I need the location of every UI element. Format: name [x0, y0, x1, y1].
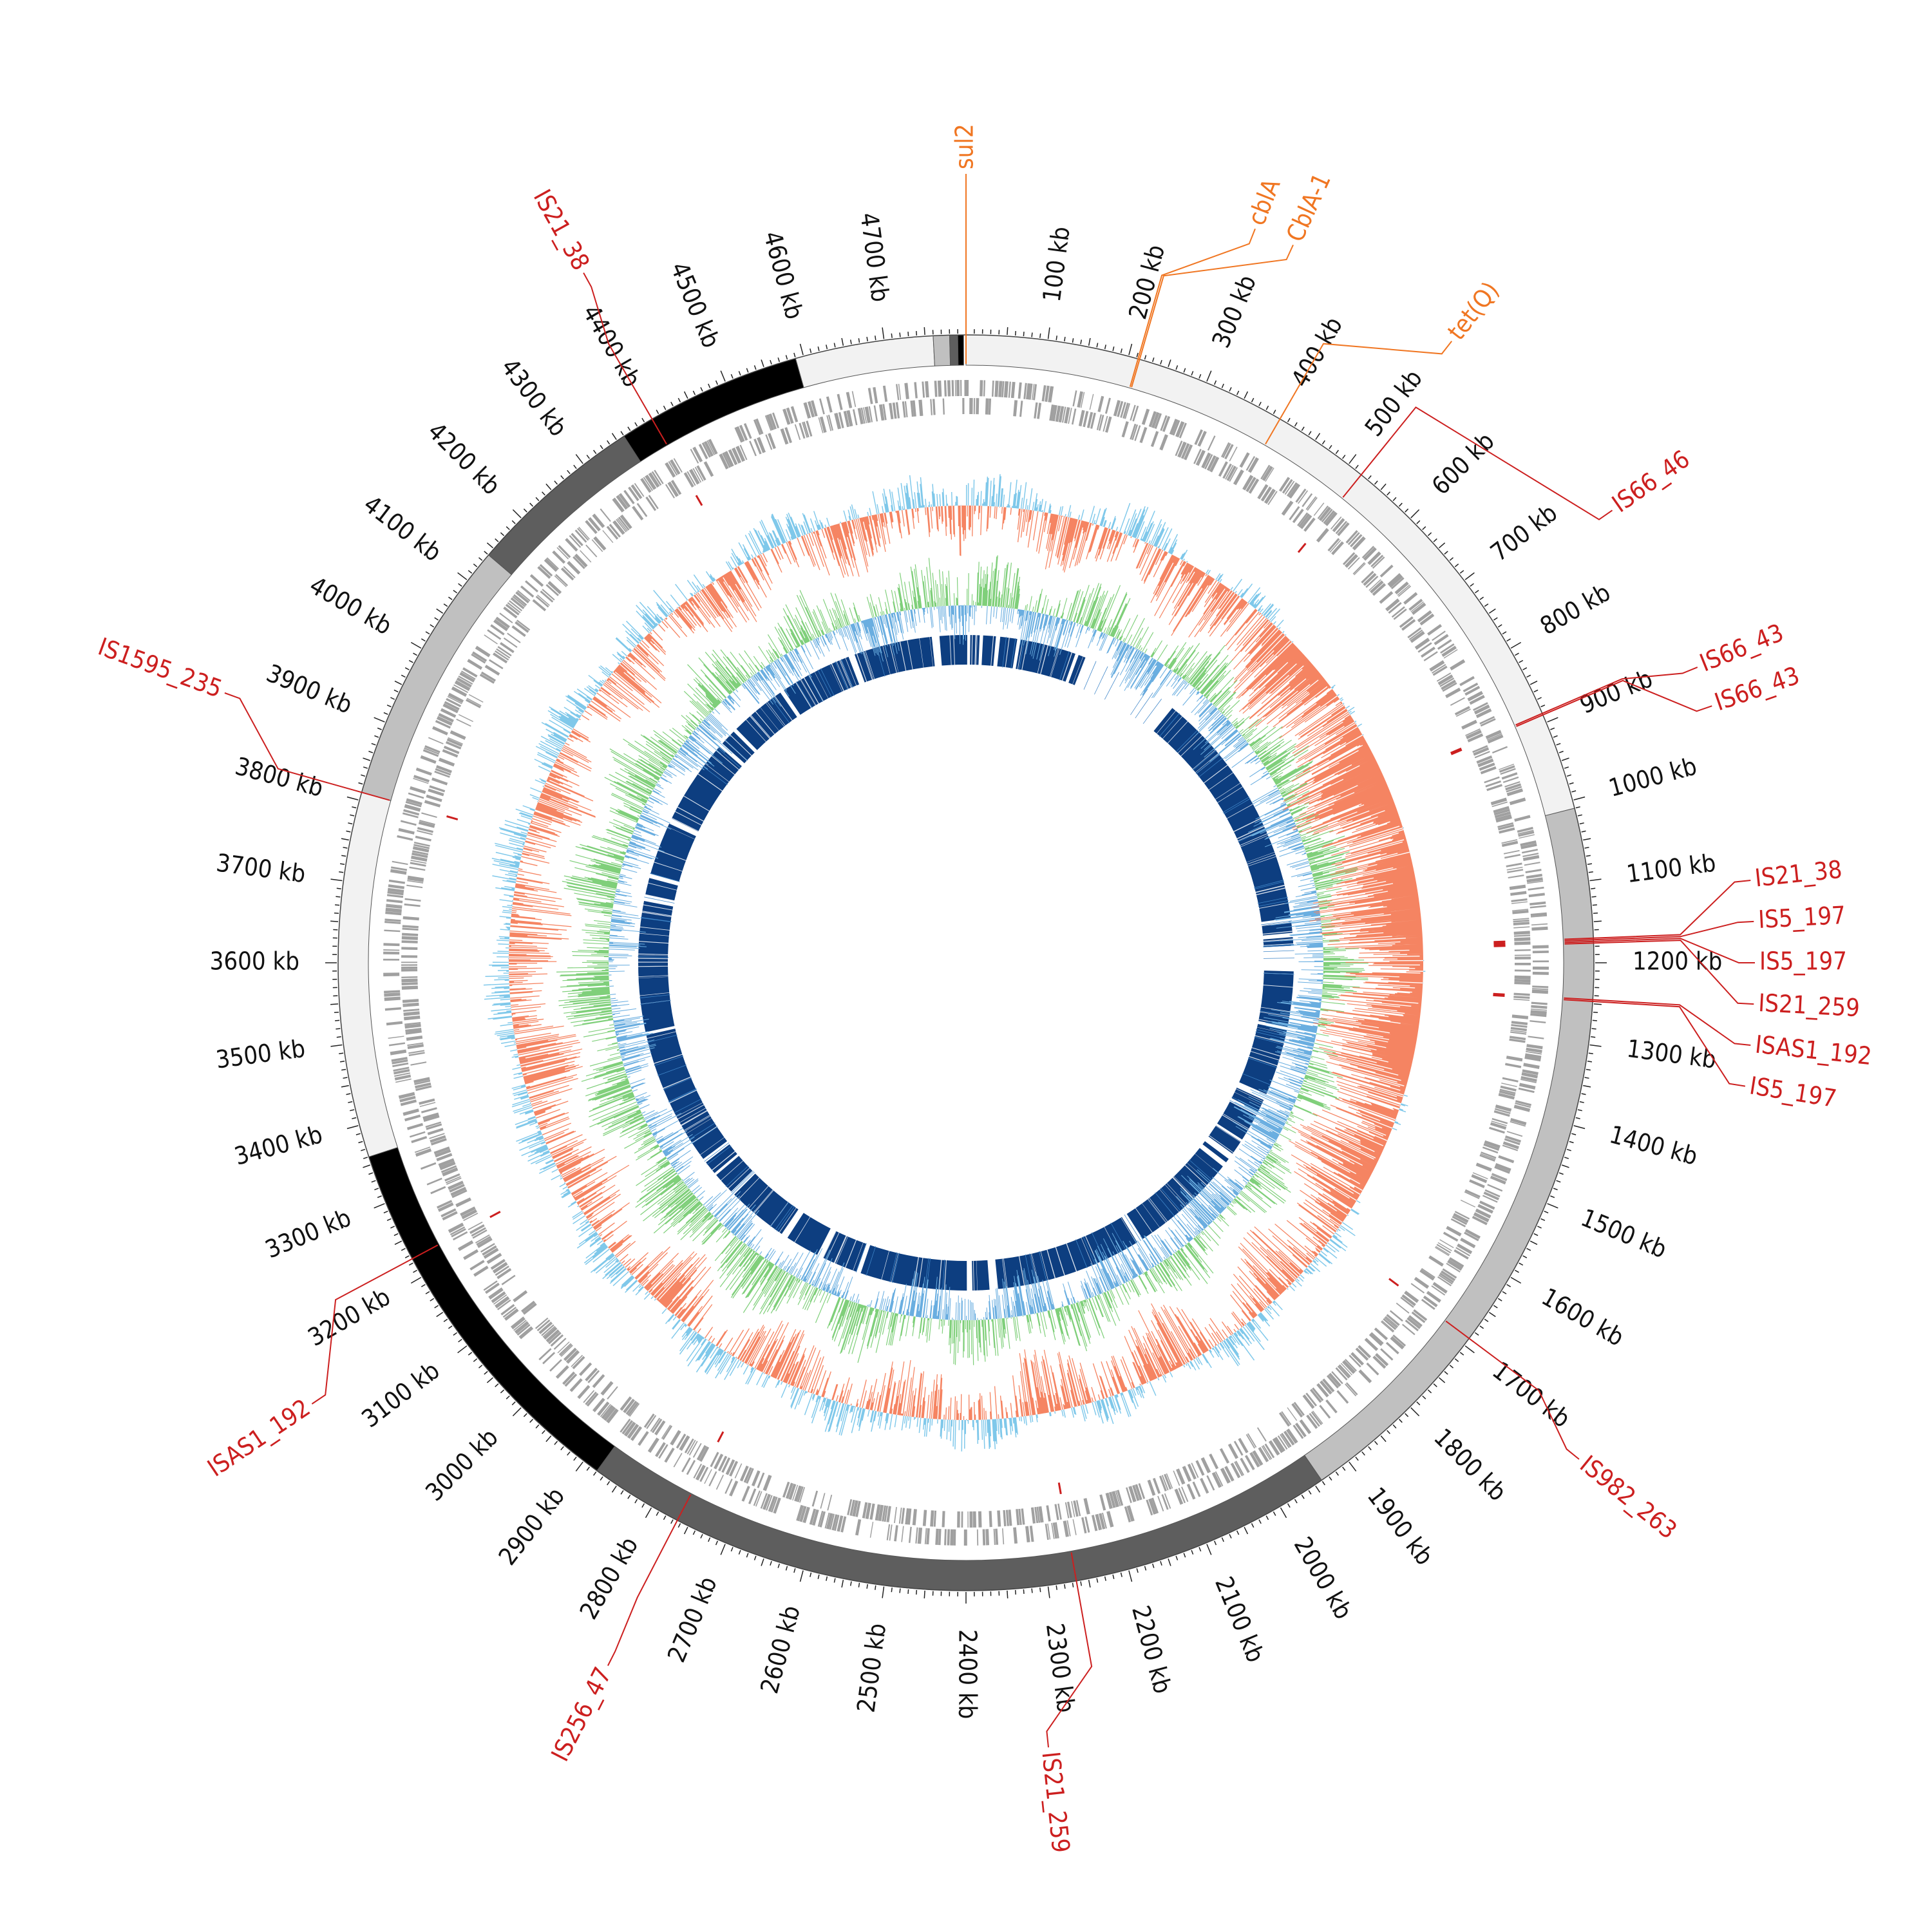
tick-label: 4100 kb: [358, 490, 446, 567]
tick-label: 2300 kb: [1041, 1622, 1081, 1714]
cds-track: [383, 379, 1549, 1546]
resistance-gene-label: cblA: [1242, 175, 1286, 229]
annotation-leader-line: [1564, 938, 1755, 963]
tick-label: 500 kb: [1359, 365, 1428, 442]
tick-label: 100 kb: [1037, 225, 1075, 303]
annotation-leader-line: [1046, 1552, 1093, 1748]
is-element-label: IS5_197: [1759, 947, 1847, 976]
tick-label: 4400 kb: [577, 300, 647, 392]
tick-label: 800 kb: [1535, 578, 1615, 640]
annotation-leader-line: [1516, 679, 1712, 727]
tick-label: 3000 kb: [420, 1423, 504, 1507]
tick-label: 3500 kb: [214, 1034, 307, 1074]
tick-label: 1800 kb: [1428, 1423, 1512, 1507]
is-element-label: IS21_38: [528, 185, 595, 275]
tick-label: 2500 kb: [851, 1622, 891, 1714]
tick-label: 900 kb: [1576, 664, 1656, 719]
contig-segment: [957, 334, 964, 366]
annotation-leader-line: [1564, 999, 1746, 1087]
tick-label: 4500 kb: [665, 258, 726, 352]
tick-label: 1600 kb: [1537, 1282, 1629, 1352]
is-element-label: IS982_263: [1575, 1450, 1682, 1544]
tick-label: 1300 kb: [1625, 1034, 1718, 1074]
tick-label: 2000 kb: [1289, 1532, 1358, 1624]
homology-ring: [637, 632, 1297, 1294]
tick-label: 2800 kb: [574, 1532, 644, 1624]
is-element-label: IS21_38: [1754, 855, 1844, 893]
tick-label: 3700 kb: [214, 848, 307, 888]
annotation-leader-line: [1564, 880, 1751, 940]
annotation-leader-line: [224, 692, 390, 801]
tick-label: 4700 kb: [855, 211, 895, 304]
annotation-leader-line: [1564, 920, 1754, 942]
tick-label: 3600 kb: [210, 947, 299, 976]
annotation-leader-line: [1564, 940, 1754, 1005]
tick-label: 2700 kb: [662, 1573, 723, 1667]
tick-label: 300 kb: [1206, 271, 1262, 352]
tick-label: 3900 kb: [263, 659, 357, 719]
is-element-label: IS21_259: [1757, 989, 1861, 1022]
is-element-label: IS1595_235: [95, 632, 226, 703]
annotation-leader-line: [1342, 406, 1613, 520]
tick-label: 1000 kb: [1605, 752, 1700, 802]
tick-label: 1100 kb: [1625, 848, 1718, 888]
is-element-label: IS66_46: [1607, 444, 1695, 518]
tick-label: 4000 kb: [305, 571, 397, 641]
tick-label: 3400 kb: [231, 1120, 325, 1171]
tick-label: 1700 kb: [1487, 1356, 1575, 1434]
annotation-leader-line: [1515, 667, 1698, 726]
annotation-leader-line: [607, 1494, 692, 1666]
contig-segment: [933, 334, 951, 366]
is-element-label: IS5_197: [1748, 1072, 1839, 1113]
annotation-leader-line: [583, 272, 667, 445]
tick-label: 3300 kb: [261, 1203, 355, 1264]
tick-label: 3100 kb: [356, 1356, 444, 1434]
gc-skew-positive: [556, 555, 1368, 1365]
resistance-gene-label: CblA-1: [1281, 169, 1336, 246]
annotation-leader-line: [1265, 341, 1452, 445]
tick-label: 700 kb: [1485, 498, 1562, 567]
annotation-leader-line: [1129, 228, 1256, 387]
tick-label: 3800 kb: [232, 752, 327, 802]
gc-skew-negative: [608, 605, 1324, 1321]
annotation-leader-line: [311, 1244, 439, 1405]
is-element-label: IS256_47: [545, 1663, 617, 1766]
tick-label: 4200 kb: [422, 417, 506, 500]
tick-label: 4300 kb: [496, 353, 573, 441]
contig-segment: [949, 334, 959, 366]
contig-ring: [337, 334, 1595, 1591]
tick-label: 1900 kb: [1362, 1482, 1439, 1570]
tick-label: 400 kb: [1285, 312, 1348, 392]
is-element-markers: [446, 495, 1506, 1495]
tick-label: 2400 kb: [954, 1629, 982, 1719]
tick-label: 4600 kb: [758, 228, 809, 322]
annotation-leader-line: [1445, 1320, 1580, 1460]
tick-label: 200 kb: [1123, 242, 1170, 322]
annotation-leader-line: [1564, 997, 1751, 1046]
is-element-label: ISAS1_192: [202, 1394, 315, 1482]
tick-label: 1500 kb: [1577, 1203, 1671, 1264]
tick-label: 2600 kb: [755, 1602, 806, 1696]
gc-skew-track: [556, 555, 1368, 1365]
is-element-label: IS5_197: [1757, 901, 1846, 934]
is-element-label: IS21_259: [1036, 1750, 1075, 1854]
tick-label: 2100 kb: [1209, 1573, 1270, 1667]
tick-label: 2200 kb: [1126, 1602, 1177, 1696]
resistance-gene-label: tet(Q): [1442, 276, 1504, 345]
tick-label: 1400 kb: [1607, 1120, 1701, 1171]
is-element-label: ISAS1_192: [1754, 1030, 1873, 1070]
tick-label: 2900 kb: [493, 1482, 571, 1570]
resistance-gene-label: sul2: [951, 124, 979, 169]
annotation-leader-line: [1131, 244, 1294, 388]
tick-label: 600 kb: [1426, 427, 1500, 500]
